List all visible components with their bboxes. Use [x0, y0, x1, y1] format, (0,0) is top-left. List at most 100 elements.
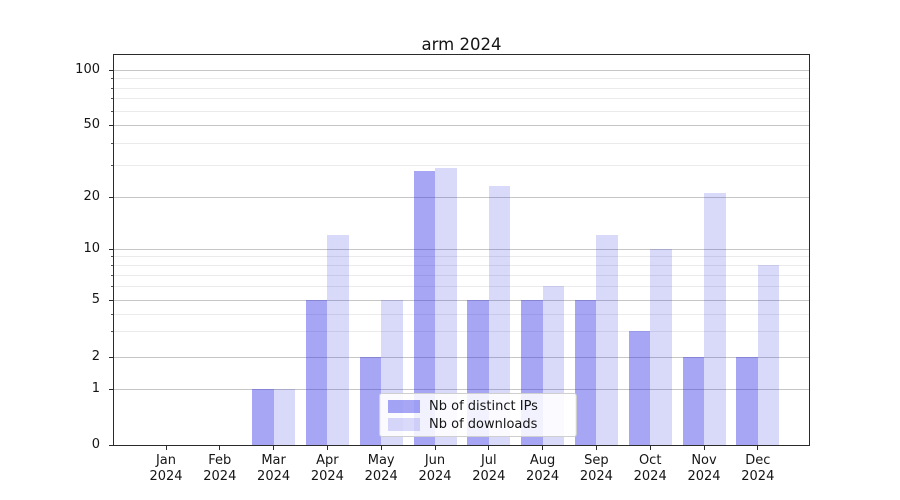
minor-gridline-90	[113, 78, 810, 80]
minor-gridline-7	[113, 275, 810, 276]
x-tick-may	[380, 446, 382, 450]
bar-oct-ips	[628, 331, 651, 445]
legend-label-downloads: Nb of downloads	[429, 416, 538, 432]
y-minor-tick-8	[110, 265, 113, 267]
major-gridline-5	[113, 300, 810, 301]
x-label-year: 2024	[364, 468, 398, 484]
x-label-month: May	[367, 453, 395, 468]
x-label-month: Nov	[691, 453, 717, 468]
x-label-year: 2024	[741, 468, 775, 484]
bar-jul-downloads	[488, 186, 511, 445]
x-label-year: 2024	[203, 468, 237, 484]
legend: Nb of distinct IPs Nb of downloads	[379, 393, 577, 437]
x-tick-label-nov: Nov 2024	[672, 453, 736, 484]
x-label-year: 2024	[418, 468, 452, 484]
legend-row-downloads: Nb of downloads	[388, 417, 568, 432]
major-gridline-10	[113, 248, 810, 250]
minor-gridline-60	[113, 110, 810, 112]
x-tick-jul	[488, 446, 490, 450]
x-tick-label-mar: Mar 2024	[242, 453, 306, 484]
y-minor-tick-90	[110, 78, 113, 80]
x-label-year: 2024	[310, 468, 344, 484]
bar-oct-downloads	[650, 248, 672, 445]
x-label-month: Mar	[261, 453, 286, 468]
x-tick-label-apr: Apr 2024	[295, 453, 359, 484]
x-tick-label-dec: Dec 2024	[726, 453, 790, 484]
legend-swatch-ips	[388, 399, 420, 413]
x-label-month: Feb	[208, 453, 232, 468]
bar-mar-downloads	[273, 388, 296, 445]
y-minor-tick-30	[110, 165, 113, 167]
y-tick-label-1: 1	[91, 380, 100, 396]
x-label-month: Apr	[316, 453, 339, 468]
x-label-year: 2024	[472, 468, 506, 484]
x-label-month: Jan	[155, 453, 177, 468]
x-label-month: Dec	[745, 453, 771, 468]
y-tick-100	[109, 70, 113, 72]
x-label-year: 2024	[579, 468, 613, 484]
major-gridline-2	[113, 356, 810, 358]
y-tick-label-50: 50	[83, 117, 100, 132]
x-tick-jan	[165, 446, 167, 450]
y-minor-tick-9	[110, 256, 113, 258]
plot-border	[113, 54, 810, 446]
x-label-month: Aug	[529, 453, 556, 468]
minor-gridline-8	[113, 265, 810, 267]
legend-swatch-downloads	[388, 417, 420, 431]
x-tick-apr	[326, 446, 329, 450]
chart-title: arm 2024	[421, 35, 502, 54]
y-minor-tick-6	[110, 286, 113, 288]
minor-gridline-4	[113, 313, 810, 315]
minor-gridline-6	[113, 286, 810, 288]
y-minor-tick-70	[110, 98, 113, 100]
bar-apr-ips	[305, 300, 328, 445]
x-tick-aug	[542, 446, 544, 450]
bar-sep-downloads	[596, 234, 618, 445]
bar-jun-ips	[413, 170, 435, 445]
x-label-month: Oct	[638, 453, 662, 468]
minor-gridline-9	[113, 256, 810, 258]
x-label-year: 2024	[149, 468, 183, 484]
x-label-month: Jun	[424, 453, 446, 468]
y-tick-label-5: 5	[91, 292, 100, 307]
y-minor-tick-3	[110, 331, 113, 333]
y-tick-2	[109, 356, 113, 358]
x-label-year: 2024	[687, 468, 721, 484]
x-tick-label-jan: Jan 2024	[134, 453, 198, 484]
x-label-month: Sep	[584, 453, 609, 468]
x-label-month: Jul	[480, 453, 497, 468]
y-minor-tick-7	[110, 275, 113, 276]
bar-nov-ips	[682, 356, 704, 445]
y-tick-20	[109, 197, 113, 199]
major-gridline-100	[113, 70, 810, 71]
y-tick-10	[109, 248, 113, 250]
minor-gridline-30	[113, 165, 810, 167]
y-minor-tick-4	[110, 313, 113, 315]
x-tick-label-oct: Oct 2024	[618, 453, 682, 484]
x-tick-label-aug: Aug 2024	[511, 453, 575, 484]
minor-gridline-80	[113, 87, 810, 89]
bar-dec-downloads	[757, 265, 780, 445]
bar-mar-ips	[252, 388, 274, 445]
y-tick-5	[109, 300, 113, 302]
y-tick-1	[109, 388, 113, 390]
y-tick-label-0: 0	[91, 437, 100, 452]
y-tick-label-2: 2	[91, 348, 100, 364]
x-label-year: 2024	[526, 468, 560, 484]
legend-label-ips: Nb of distinct IPs	[429, 398, 538, 414]
x-tick-mar	[273, 446, 275, 450]
bar-apr-downloads	[327, 234, 349, 445]
bar-dec-ips	[736, 356, 758, 445]
x-tick-label-feb: Feb 2024	[188, 453, 252, 484]
legend-row-ips: Nb of distinct IPs	[388, 399, 568, 414]
y-minor-tick-80	[110, 87, 113, 89]
y-tick-label-10: 10	[83, 240, 100, 256]
x-label-year: 2024	[633, 468, 667, 484]
x-tick-dec	[757, 446, 759, 450]
bar-sep-ips	[574, 300, 597, 445]
major-gridline-20	[113, 197, 810, 198]
minor-gridline-40	[113, 142, 810, 144]
x-tick-nov	[703, 446, 705, 450]
minor-gridline-70	[113, 98, 810, 100]
